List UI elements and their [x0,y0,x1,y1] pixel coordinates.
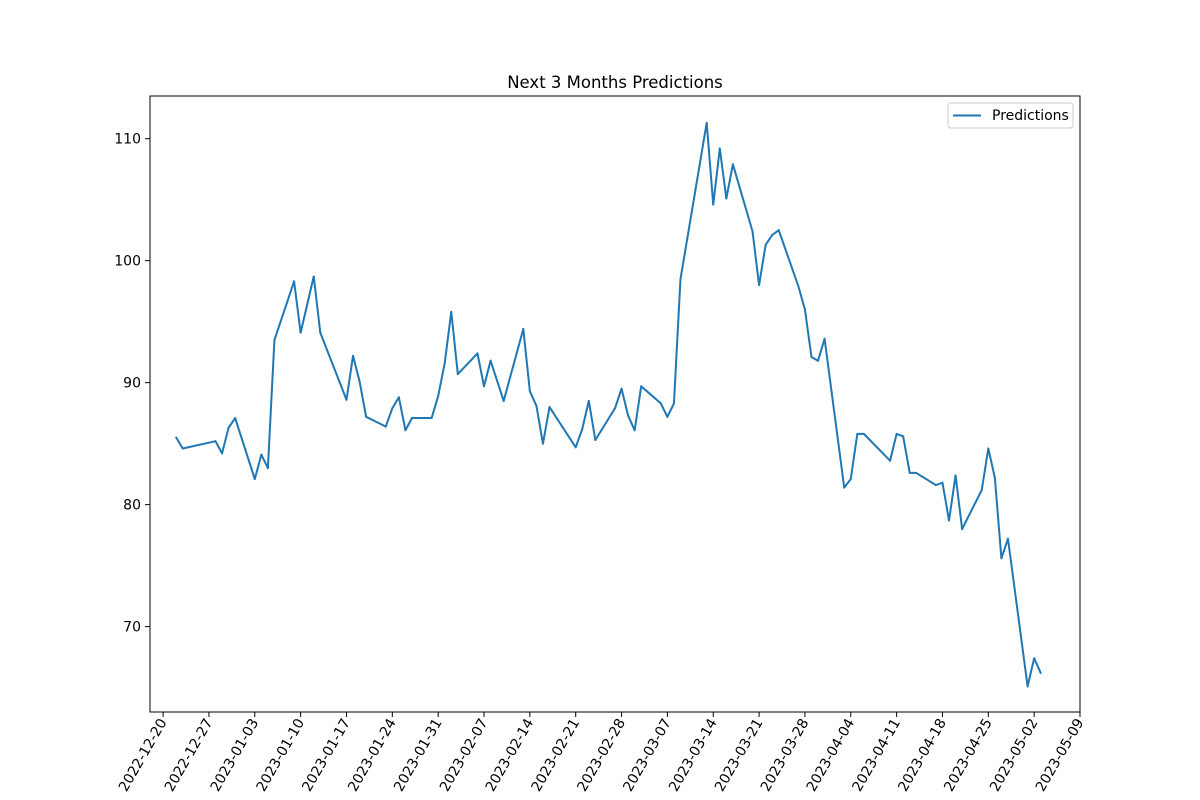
series-line-segment [895,432,905,438]
series-line-segment [312,275,322,334]
series-line-segment [450,310,459,376]
series-line-segment [214,440,224,455]
series-line-segment [522,327,531,393]
series-line-segment [299,275,315,334]
series-line-segment [587,399,597,441]
series-line-segment [823,337,846,489]
series-line-segment [620,387,630,417]
series-line-segment [725,163,734,200]
series-line-segment [941,481,951,522]
series-line-segment [843,478,852,489]
series-line-segment [640,385,662,405]
series-line-segment [987,447,996,479]
series-predictions [175,121,1042,688]
series-line-segment [175,436,184,450]
series-line-segment [397,396,407,432]
series-line-segment [181,440,217,450]
series-line-segment [627,414,636,432]
series-line-segment [221,426,230,455]
chart-title: Next 3 Months Predictions [507,73,723,92]
series-line-segment [528,390,538,407]
series-line-segment [679,121,708,280]
series-line-segment [319,331,348,401]
series-line-segment [358,380,368,418]
series-line-segment [817,337,826,362]
series-line-segment [777,229,800,288]
series-line-segment [365,415,387,428]
legend: Predictions [947,102,1074,129]
series-line-segment [712,147,721,206]
series-line-segment [948,474,957,522]
series-line-segment [751,230,761,287]
plot-marks [175,121,1042,688]
series-line-segment [234,417,256,481]
series-line-segment [954,474,964,531]
series-line-segment [705,121,715,206]
series-line-segment [594,407,616,441]
series-line-segment [672,277,682,405]
series-line-segment [541,406,551,445]
series-line-segment [391,396,400,410]
series-line-segment [803,308,813,359]
y-tick-label: 100 [114,254,141,270]
series-line-segment [273,280,296,341]
series-line-segment [758,243,767,287]
series-line-segment [731,163,754,233]
series-line-segment [889,432,898,462]
series-line-segment [666,402,675,418]
series-line-segment [293,280,302,334]
series-line-segment [915,471,937,487]
series-line-segment [771,229,780,237]
plot-frame [149,95,1081,713]
y-tick-label: 70 [123,620,141,636]
series-line-segment [810,356,820,362]
series-line-segment [266,338,276,470]
series-line-segment [614,387,623,410]
series-line-segment [797,285,806,311]
series-line-segment [437,362,446,398]
series-line-segment [849,432,859,481]
y-tick-label: 90 [123,376,141,392]
legend-label-predictions: Predictions [992,108,1069,124]
series-line-segment [659,402,669,418]
series-line-segment [404,417,413,432]
series-line-segment [581,399,590,431]
series-line-segment [548,406,577,449]
series-line-segment [718,147,728,200]
series-line-segment [1006,537,1029,688]
series-line-segment [862,432,892,462]
series-line-segment [764,234,774,246]
series-line-segment [1026,657,1036,688]
series-line-segment [456,352,479,376]
series-line-segment [476,352,486,388]
series-line-segment [253,453,263,481]
series-line-segment [430,395,440,420]
series-line-segment [633,385,643,432]
series-line-segment [902,435,911,474]
series-line-segment [961,488,983,531]
series-line-segment [483,359,492,388]
series-line-segment [443,310,453,365]
series-line-segment [980,447,990,491]
legend-box [947,102,1074,129]
series-line-segment [352,354,361,383]
series-line-segment [934,481,944,487]
series-line-segment [489,359,505,402]
series-line-segment [1000,537,1009,560]
series-line-segment [384,407,394,428]
series-line-segment [502,327,525,402]
series-line-segment [260,453,269,470]
series-line-segment [535,404,544,445]
y-tick-label: 80 [123,498,141,514]
series-line-segment [1033,657,1042,674]
series-line-segment [574,428,584,449]
y-tick-label: 110 [114,132,141,148]
series-line-segment [345,354,355,401]
series-line-segment [227,417,237,429]
series-line-segment [993,476,1003,560]
